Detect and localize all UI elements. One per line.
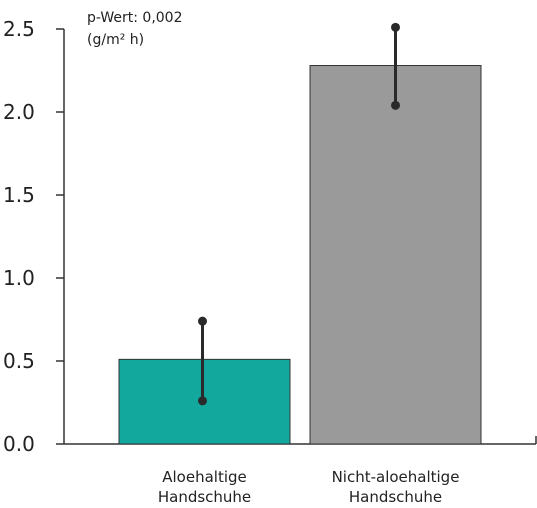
y-tick-label: 2.0 bbox=[3, 100, 35, 124]
error-cap-high bbox=[198, 316, 207, 326]
y-tick-label: 1.0 bbox=[3, 266, 35, 290]
bar bbox=[309, 65, 482, 445]
y-tick-label: 0.5 bbox=[3, 349, 35, 373]
p-value-annotation: p-Wert: 0,002 bbox=[87, 10, 183, 26]
x-category-label: Nicht-aloehaltige bbox=[332, 468, 460, 486]
y-tick-label: 1.5 bbox=[3, 183, 35, 207]
x-category-label: Aloehaltige bbox=[162, 468, 247, 486]
unit-label: (g/m² h) bbox=[87, 32, 144, 48]
error-cap-high bbox=[391, 22, 400, 32]
labels: p-Wert: 0,002 (g/m² h) Aloehaltige Handsc… bbox=[87, 10, 459, 506]
bars bbox=[118, 65, 482, 445]
axes: 0.0 0.5 1.0 1.5 2.0 2.5 bbox=[3, 17, 537, 456]
y-tick-label: 0.0 bbox=[3, 432, 35, 456]
error-bars bbox=[198, 22, 400, 406]
x-category-label: Handschuhe bbox=[349, 488, 442, 506]
error-cap-low bbox=[198, 396, 207, 406]
error-cap-low bbox=[391, 100, 400, 110]
x-category-label: Handschuhe bbox=[158, 488, 251, 506]
y-tick-label: 2.5 bbox=[3, 17, 35, 41]
